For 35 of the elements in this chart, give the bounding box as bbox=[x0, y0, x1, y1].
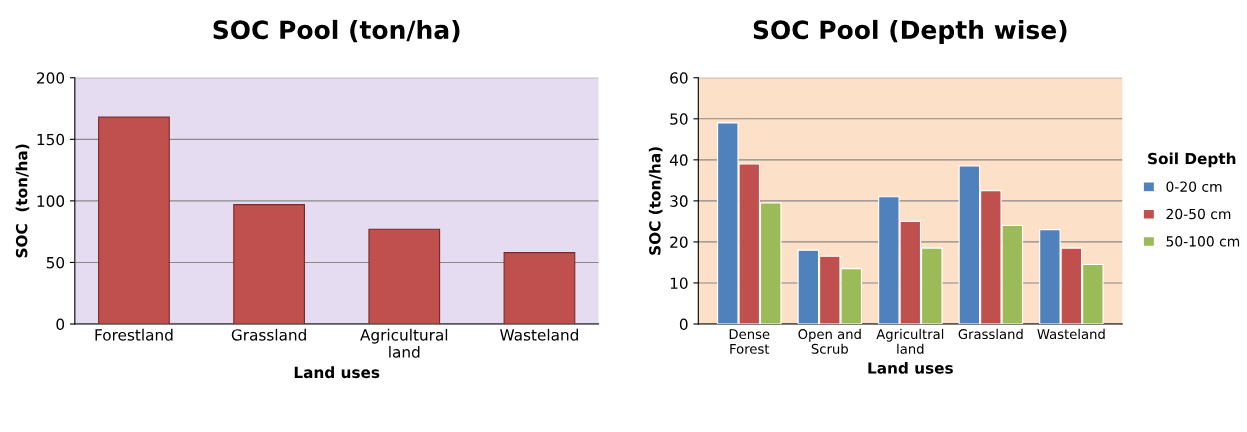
y-tick-label: 0 bbox=[56, 318, 65, 331]
y-tick-label: 30 bbox=[670, 195, 688, 207]
y-tick-label: 10 bbox=[670, 277, 688, 289]
y-tick-label: 150 bbox=[37, 133, 65, 146]
x-axis-title: Land uses bbox=[294, 366, 380, 379]
legend-label: 0-20 cm bbox=[1166, 181, 1222, 192]
x-tick-label: Wasteland bbox=[1037, 328, 1105, 340]
y-tick-label: 20 bbox=[670, 236, 688, 248]
bar bbox=[503, 252, 576, 324]
y-tick-label: 60 bbox=[670, 72, 688, 84]
x-tick-label: Forestland bbox=[95, 328, 173, 341]
y-tick-label: 50 bbox=[670, 113, 688, 125]
x-tick-label: Agricultral land bbox=[876, 328, 944, 354]
y-tick-label: 0 bbox=[679, 318, 688, 331]
bar bbox=[98, 116, 170, 324]
legend-title: Soil Depth bbox=[1148, 152, 1236, 168]
x-tick-label: Agricultural land bbox=[360, 328, 448, 358]
bar bbox=[233, 204, 305, 324]
y-axis-title: SOC (ton/ha) bbox=[648, 147, 663, 255]
x-tick-label: Wasteland bbox=[500, 328, 578, 341]
y-tick-label: 200 bbox=[37, 72, 65, 84]
y-tick-label: 40 bbox=[669, 154, 688, 166]
legend-label: 20-50 cm bbox=[1166, 208, 1231, 220]
x-tick-label: Grassland bbox=[958, 328, 1023, 340]
y-tick-label: 100 bbox=[37, 195, 65, 207]
x-tick-label: Grassland bbox=[231, 328, 306, 341]
legend-label: 50-100 cm bbox=[1166, 236, 1240, 247]
x-axis-title: Land uses bbox=[868, 361, 953, 374]
chart-title: SOC Pool (Depth wise) bbox=[753, 19, 1067, 45]
x-tick-label: Dense Forest bbox=[729, 329, 770, 354]
bar bbox=[368, 228, 441, 324]
x-tick-label: Open and Scrub bbox=[798, 328, 861, 354]
chart-title: SOC Pool (ton/ha) bbox=[213, 19, 460, 43]
y-tick-label: 50 bbox=[46, 256, 65, 269]
y-axis-title: SOC (ton/ha) bbox=[15, 144, 30, 258]
